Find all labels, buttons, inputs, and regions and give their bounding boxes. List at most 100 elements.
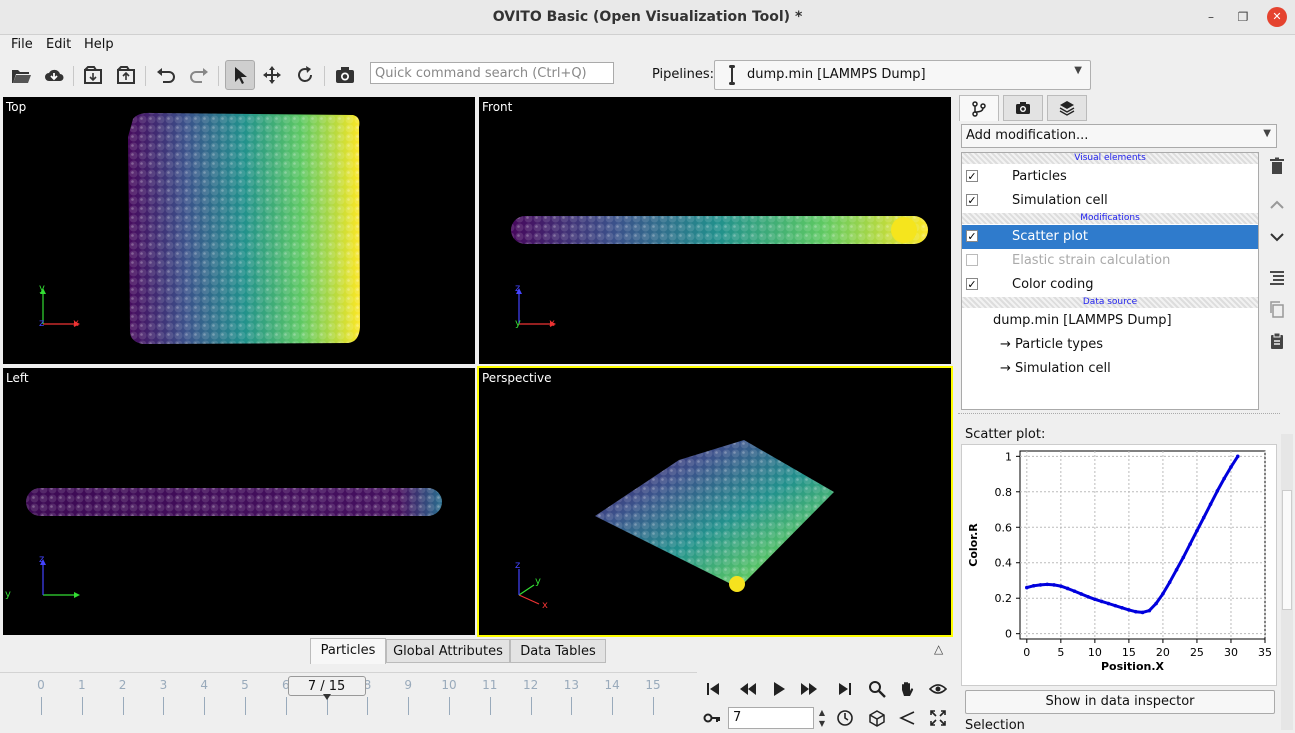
undo-icon[interactable] bbox=[153, 62, 179, 88]
timeline-tick-label: 11 bbox=[482, 678, 498, 692]
timeline-tick-label: 3 bbox=[159, 678, 168, 692]
tab-pipeline[interactable] bbox=[959, 95, 999, 121]
list-item-elastic-strain[interactable]: Elastic strain calculation bbox=[962, 249, 1258, 273]
selection-mode-icon[interactable] bbox=[225, 60, 255, 90]
timeline-tick bbox=[245, 697, 246, 715]
list-item-color-coding[interactable]: ✓ Color coding bbox=[966, 277, 1094, 292]
zoom-icon[interactable] bbox=[865, 677, 889, 701]
list-item-particle-types[interactable]: → Particle types bbox=[1000, 337, 1104, 352]
show-in-data-inspector-button[interactable]: Show in data inspector bbox=[965, 690, 1275, 714]
key-icon[interactable] bbox=[700, 706, 724, 730]
timeline-tick bbox=[530, 697, 532, 715]
quick-command-search-input[interactable] bbox=[370, 62, 614, 84]
viewport-left[interactable]: Left y z bbox=[3, 368, 475, 635]
field-of-view-icon[interactable] bbox=[895, 706, 919, 730]
x-tick-label: 10 bbox=[1088, 646, 1102, 659]
timeline-tick bbox=[163, 697, 165, 715]
move-down-icon[interactable] bbox=[1265, 225, 1289, 249]
data-point bbox=[1215, 489, 1220, 493]
checkbox-simulation-cell[interactable]: ✓ bbox=[966, 194, 978, 207]
scatter-plot-chart: 0 5 10 15 20 25 30 35 0 0.2 0.4 0.6 0.8 1 Position.X Co… bbox=[961, 444, 1277, 686]
render-camera-icon[interactable] bbox=[332, 62, 358, 88]
data-point bbox=[1188, 542, 1192, 546]
list-item-data-source[interactable]: dump.min [LAMMPS Dump] bbox=[993, 313, 1172, 328]
scrollbar-thumb[interactable] bbox=[1282, 490, 1292, 610]
group-icon[interactable] bbox=[1265, 265, 1289, 289]
checkbox-scatter-plot[interactable]: ✓ bbox=[966, 230, 978, 243]
data-point bbox=[1038, 583, 1043, 587]
timeline-tick-label: 15 bbox=[645, 678, 661, 692]
animation-timeline[interactable] bbox=[0, 672, 697, 733]
menu-file[interactable]: File bbox=[11, 37, 33, 52]
list-item-particles[interactable]: ✓ Particles bbox=[966, 169, 1067, 184]
section-modifications: Modifications bbox=[962, 213, 1258, 224]
menu-help[interactable]: Help bbox=[84, 37, 114, 52]
redo-icon[interactable] bbox=[186, 62, 212, 88]
x-tick-label: 20 bbox=[1156, 646, 1170, 659]
tab-render[interactable] bbox=[1003, 95, 1043, 121]
viewport-front[interactable]: Front x y z bbox=[479, 97, 951, 364]
minimize-icon[interactable]: – bbox=[1208, 10, 1214, 24]
next-frame-icon[interactable] bbox=[797, 677, 821, 701]
timeline-tick bbox=[285, 697, 287, 715]
list-item-scatter-plot[interactable]: ✓ Scatter plot bbox=[962, 225, 1258, 249]
list-item-source-simulation-cell[interactable]: → Simulation cell bbox=[1000, 361, 1111, 376]
axis-z-label: z bbox=[39, 554, 45, 565]
toolbar-separator bbox=[218, 66, 219, 86]
data-point bbox=[1174, 568, 1179, 572]
clipboard-icon[interactable] bbox=[1265, 329, 1289, 353]
move-up-icon[interactable] bbox=[1265, 193, 1289, 217]
x-tick-label: 35 bbox=[1258, 646, 1272, 659]
zoom-scene-extents-icon[interactable] bbox=[865, 706, 889, 730]
tab-particles[interactable]: Particles bbox=[310, 638, 386, 664]
selection-group-label: Selection bbox=[965, 718, 1025, 733]
previous-frame-icon[interactable] bbox=[736, 677, 760, 701]
play-icon[interactable] bbox=[767, 677, 791, 701]
checkbox-elastic-strain[interactable] bbox=[966, 254, 978, 266]
goto-end-icon[interactable] bbox=[833, 677, 857, 701]
list-item-simulation-cell[interactable]: ✓ Simulation cell bbox=[966, 193, 1108, 208]
add-modification-dropdown[interactable]: Add modification... ▼ bbox=[961, 124, 1277, 148]
chevron-up-icon[interactable]: △ bbox=[934, 642, 944, 656]
open-file-icon[interactable] bbox=[8, 62, 34, 88]
pipeline-editor-list[interactable]: Visual elements ✓ Particles ✓ Simulation… bbox=[961, 152, 1259, 410]
data-point bbox=[1167, 580, 1172, 585]
spinner-arrows-icon[interactable]: ▲ ▼ bbox=[818, 708, 826, 728]
pan-hand-icon[interactable] bbox=[895, 677, 919, 701]
close-icon[interactable]: ✕ bbox=[1267, 7, 1287, 27]
viewport-perspective[interactable]: Perspective x y z bbox=[477, 366, 953, 637]
pipeline-selector[interactable]: dump.min [LAMMPS Dump] ▼ bbox=[714, 60, 1091, 90]
delete-icon[interactable] bbox=[1265, 154, 1289, 178]
save-session-icon[interactable] bbox=[113, 62, 139, 88]
viewport-label-top: Top bbox=[6, 100, 27, 114]
current-frame-indicator[interactable]: 7 / 15 bbox=[287, 676, 366, 696]
animation-settings-icon[interactable] bbox=[833, 706, 857, 730]
maximize-icon[interactable]: ❐ bbox=[1237, 10, 1249, 24]
checkbox-particles[interactable]: ✓ bbox=[966, 170, 978, 183]
tab-data-tables[interactable]: Data Tables bbox=[510, 639, 606, 663]
timeline-tick bbox=[367, 697, 369, 715]
orbit-eye-icon[interactable] bbox=[926, 677, 950, 701]
menu-edit[interactable]: Edit bbox=[46, 37, 72, 52]
panel-scrollbar[interactable] bbox=[1281, 434, 1293, 730]
copy-icon[interactable] bbox=[1265, 297, 1289, 321]
add-modification-label: Add modification... bbox=[966, 128, 1089, 143]
chevron-down-icon: ▼ bbox=[1263, 128, 1271, 139]
data-point bbox=[1099, 599, 1104, 604]
tab-global-attributes[interactable]: Global Attributes bbox=[386, 639, 510, 663]
frame-spinner-input[interactable]: 7 bbox=[728, 707, 814, 729]
maximize-viewport-icon[interactable] bbox=[926, 706, 950, 730]
import-icon[interactable] bbox=[80, 62, 106, 88]
load-remote-icon[interactable] bbox=[41, 62, 67, 88]
move-mode-icon[interactable] bbox=[259, 62, 285, 88]
tab-layers[interactable] bbox=[1047, 95, 1087, 121]
timeline-tick-label: 12 bbox=[522, 678, 539, 692]
rotate-mode-icon[interactable] bbox=[292, 62, 318, 88]
data-point bbox=[1154, 601, 1158, 606]
panel-splitter[interactable] bbox=[958, 413, 1280, 418]
checkbox-color-coding[interactable]: ✓ bbox=[966, 278, 978, 291]
goto-start-icon[interactable] bbox=[701, 677, 725, 701]
viewport-top[interactable]: Top x y z bbox=[3, 97, 475, 364]
timeline-tick bbox=[449, 697, 450, 715]
timeline-tick-label: 4 bbox=[200, 678, 208, 692]
